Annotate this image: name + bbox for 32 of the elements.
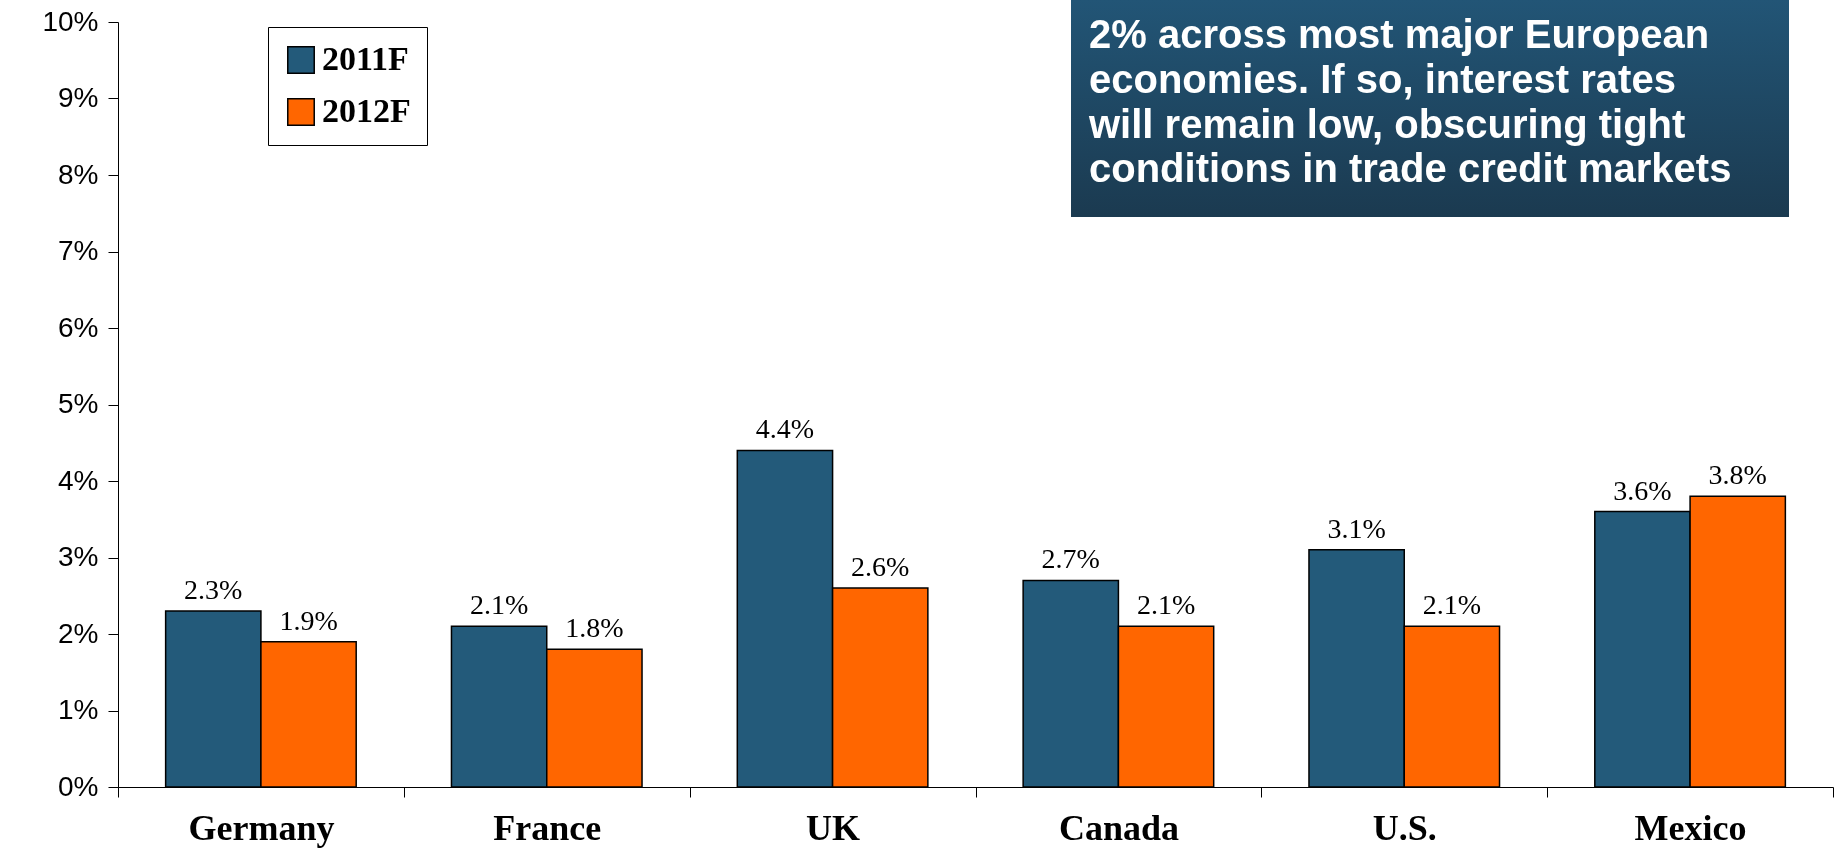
data-label: 2.1% [1422,589,1482,621]
y-tick-label: 4% [58,464,99,496]
y-tick-label: 7% [58,235,99,266]
y-tick-label: 2% [58,617,99,649]
y-tick-label: 0% [58,770,99,802]
data-label: 2.3% [184,574,243,606]
y-tick-label: 6% [58,311,99,343]
y-tick-label: 3% [58,541,99,572]
y-tick-label: 1% [58,694,99,725]
x-tick-label: Germany [188,807,335,848]
x-tick-label: Canada [1058,807,1179,848]
x-tick-label: UK [806,807,861,848]
y-tick-label: 10% [42,5,99,37]
data-label: 1.8% [565,612,624,644]
annotation: 2% across most major European economies. If so, interest rates will remain low, obscuring tight conditions in trade credit markets [1089,12,1733,192]
x-tick-label: France [493,807,602,848]
data-label: 3.6% [1613,474,1672,506]
y-tick-label: 8% [58,158,99,190]
y-tick-label: 9% [58,82,99,113]
legend-label: 2012F [322,92,411,129]
data-label: 3.1% [1327,512,1386,544]
data-label: 1.9% [279,604,338,636]
x-tick-label: U.S. [1372,807,1437,848]
x-tick-label: Mexico [1634,807,1747,848]
data-label: 2.7% [1041,543,1100,575]
data-label: 3.8% [1708,459,1767,491]
data-label: 2.6% [851,551,910,583]
data-label: 2.1% [469,589,529,621]
data-label: 2.1% [1136,589,1196,621]
data-label: 4.4% [755,413,815,445]
legend-label: 2011F [322,40,409,77]
y-tick-label: 5% [58,388,99,419]
